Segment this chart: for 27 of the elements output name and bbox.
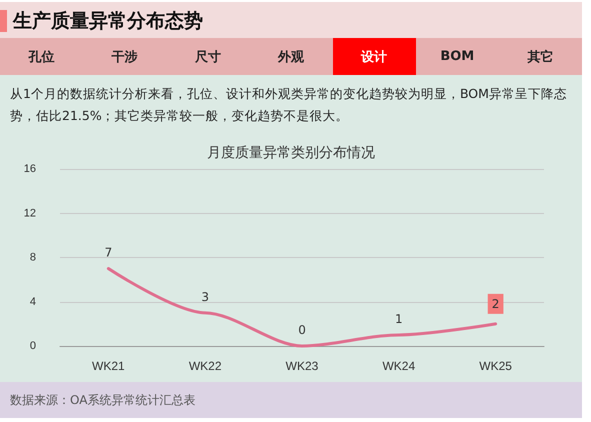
data-label: 0 — [298, 323, 306, 337]
text: 尺寸 — [194, 48, 222, 66]
x-tick-label: WK21 — [92, 359, 126, 373]
chart-subtitle: 月度质量异常类别分布情况 — [207, 145, 375, 161]
source-note: 数据来源：OA系统异常统计汇总表 — [10, 392, 196, 409]
y-tick-label: 0 — [30, 340, 36, 352]
y-tick-label: 4 — [30, 296, 36, 308]
x-tick-label: WK22 — [188, 359, 222, 373]
text: 外观 — [276, 48, 305, 66]
y-tick-label: 16 — [24, 163, 36, 175]
text: 设计 — [332, 38, 416, 75]
text: 干涉 — [110, 48, 139, 66]
y-tick-label: 8 — [30, 252, 36, 264]
data-label: 1 — [394, 312, 403, 326]
y-tick-label: 12 — [24, 207, 36, 220]
data-label: 3 — [201, 290, 210, 304]
data-label: 7 — [104, 246, 112, 260]
chart-title: 生产质量异常分布态势 — [13, 9, 203, 34]
text: BOM — [439, 48, 476, 66]
text: 孔位 — [27, 48, 56, 66]
x-tick-label: WK23 — [286, 359, 319, 373]
text: 其它 — [526, 48, 554, 66]
x-tick-label: WK25 — [479, 359, 512, 373]
text: 从1个月的数据统计分析来看，孔位、设计和外观类异常的变化趋势较为明显，BOM异常呈下降态势，估比21.5%；其它类异常较一般，变化趋势不是很大。 — [10, 85, 568, 125]
x-tick-label: WK24 — [382, 359, 416, 373]
data-label: 2 — [492, 296, 500, 311]
line-series — [106, 267, 498, 348]
